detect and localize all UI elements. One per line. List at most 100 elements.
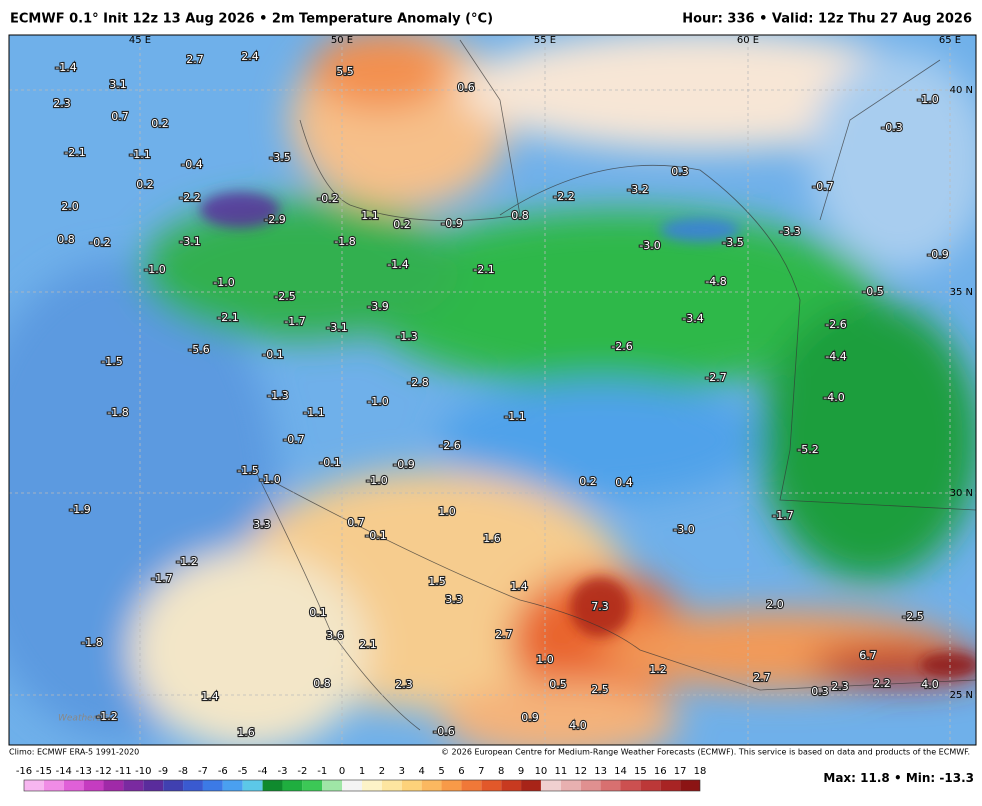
colorbar-swatch: [103, 780, 124, 791]
anomaly-label: -2.9: [264, 213, 285, 226]
anomaly-label: -1.7: [284, 315, 305, 328]
min-label: Min:: [906, 771, 935, 785]
colorbar-tick: 7: [478, 766, 484, 777]
anomaly-label: -1.5: [237, 464, 258, 477]
colorbar-swatch: [83, 780, 104, 791]
colorbar-tick: -8: [178, 766, 188, 777]
anomaly-label: 0.3: [811, 685, 829, 698]
colorbar-swatch: [362, 780, 382, 791]
colorbar-tick: 9: [518, 766, 524, 777]
anomaly-label: -2.6: [825, 318, 846, 331]
colorbar-swatch: [481, 780, 502, 791]
anomaly-label: -3.3: [779, 225, 800, 238]
colorbar-swatch: [242, 780, 263, 791]
colorbar-swatch: [521, 780, 541, 791]
anomaly-label: -0.7: [283, 433, 304, 446]
anomaly-label: 4.0: [921, 678, 939, 691]
anomaly-label: -0.9: [927, 248, 948, 261]
anomaly-label: 2.3: [831, 680, 849, 693]
colorbar-tick: -11: [115, 766, 131, 777]
anomaly-label: -2.2: [179, 191, 200, 204]
colorbar-swatch: [501, 780, 522, 791]
colorbar-tick: 13: [594, 766, 607, 777]
anomaly-label: -3.0: [639, 239, 660, 252]
colorbar-swatch: [381, 780, 402, 791]
anomaly-label: -2.1: [64, 146, 85, 159]
anomaly-label: 0.1: [309, 606, 327, 619]
lon-label: 50 E: [331, 35, 353, 46]
colorbar-tick: 14: [614, 766, 627, 777]
colorbar-swatch: [342, 780, 362, 791]
colorbar-tick: -10: [135, 766, 151, 777]
colorbar-swatch: [620, 780, 641, 791]
anomaly-label: -1.8: [334, 235, 355, 248]
colorbar-tick: 17: [674, 766, 687, 777]
anomaly-label: -1.0: [366, 474, 387, 487]
anomaly-label: 2.1: [359, 638, 377, 651]
colorbar-tick: -1: [317, 766, 327, 777]
anomaly-label: 0.7: [111, 110, 129, 123]
colorbar-swatch: [123, 780, 144, 791]
anomaly-label: -2.2: [553, 190, 574, 203]
anomaly-label: 0.8: [313, 677, 331, 690]
colorbar-swatch: [302, 780, 323, 791]
anomaly-label: -1.2: [176, 555, 197, 568]
sep: •: [894, 771, 902, 785]
anomaly-label: 3.3: [445, 593, 463, 606]
anomaly-label: -0.1: [365, 529, 386, 542]
anomaly-label: 1.4: [201, 690, 219, 703]
colorbar-frame: [23, 779, 701, 792]
anomaly-label: -2.5: [274, 290, 295, 303]
anomaly-label: -0.3: [881, 121, 902, 134]
lat-label: 25 N: [950, 690, 973, 701]
lon-label: 55 E: [534, 35, 556, 46]
anomaly-label: -3.4: [682, 312, 703, 325]
anomaly-label: 0.6: [457, 81, 475, 94]
colorbar-tick: 15: [634, 766, 647, 777]
anomaly-label: -3.2: [627, 183, 648, 196]
anomaly-label: -3.9: [367, 300, 388, 313]
colorbar-tick: 16: [654, 766, 667, 777]
anomaly-label: -0.7: [812, 180, 833, 193]
anomaly-label: 0.2: [579, 475, 597, 488]
colorbar-swatch: [43, 780, 64, 791]
anomaly-label: 1.6: [237, 726, 255, 739]
anomaly-label: 2.5: [591, 683, 609, 696]
anomaly-label: 3.6: [326, 629, 344, 642]
colorbar-swatch: [24, 780, 44, 791]
colorbar-tick: 8: [498, 766, 504, 777]
anomaly-label: -2.5: [902, 610, 923, 623]
colorbar-swatch: [163, 780, 184, 791]
copyright: © 2026 European Centre for Medium-Range …: [441, 748, 970, 757]
anomaly-label: 2.3: [395, 678, 413, 691]
anomaly-label: 2.0: [766, 598, 784, 611]
anomaly-label: 0.8: [57, 233, 75, 246]
colorbar-swatch: [580, 780, 601, 791]
colorbar-swatch: [63, 780, 84, 791]
colorbar-tick: 0: [339, 766, 345, 777]
colorbar-tick: -3: [277, 766, 287, 777]
anomaly-label: -2.1: [217, 311, 238, 324]
anomaly-label: 1.0: [536, 653, 554, 666]
anomaly-label: -4.4: [825, 350, 846, 363]
anomaly-label: 2.4: [241, 50, 259, 63]
colorbar-tick: 5: [438, 766, 444, 777]
anomaly-label: 1.5: [428, 575, 446, 588]
anomaly-label: -5.2: [797, 443, 818, 456]
anomaly-label: 2.2: [873, 677, 891, 690]
anomaly-label: 1.6: [483, 532, 501, 545]
colorbar-tick: 6: [458, 766, 464, 777]
anomaly-label: 2.3: [53, 97, 71, 110]
anomaly-label: -0.1: [319, 456, 340, 469]
colorbar-tick: -12: [95, 766, 111, 777]
anomaly-label: -5.6: [188, 343, 209, 356]
anomaly-label: -0.2: [89, 236, 110, 249]
anomaly-label: 0.4: [615, 476, 633, 489]
anomaly-label: -2.8: [407, 376, 428, 389]
climo-note: Climo: ECMWF ERA-5 1991-2020: [9, 748, 139, 757]
colorbar-tick: -15: [36, 766, 52, 777]
anomaly-label: -1.2: [96, 710, 117, 723]
max-min: Max: 11.8 • Min: -13.3: [823, 771, 974, 785]
